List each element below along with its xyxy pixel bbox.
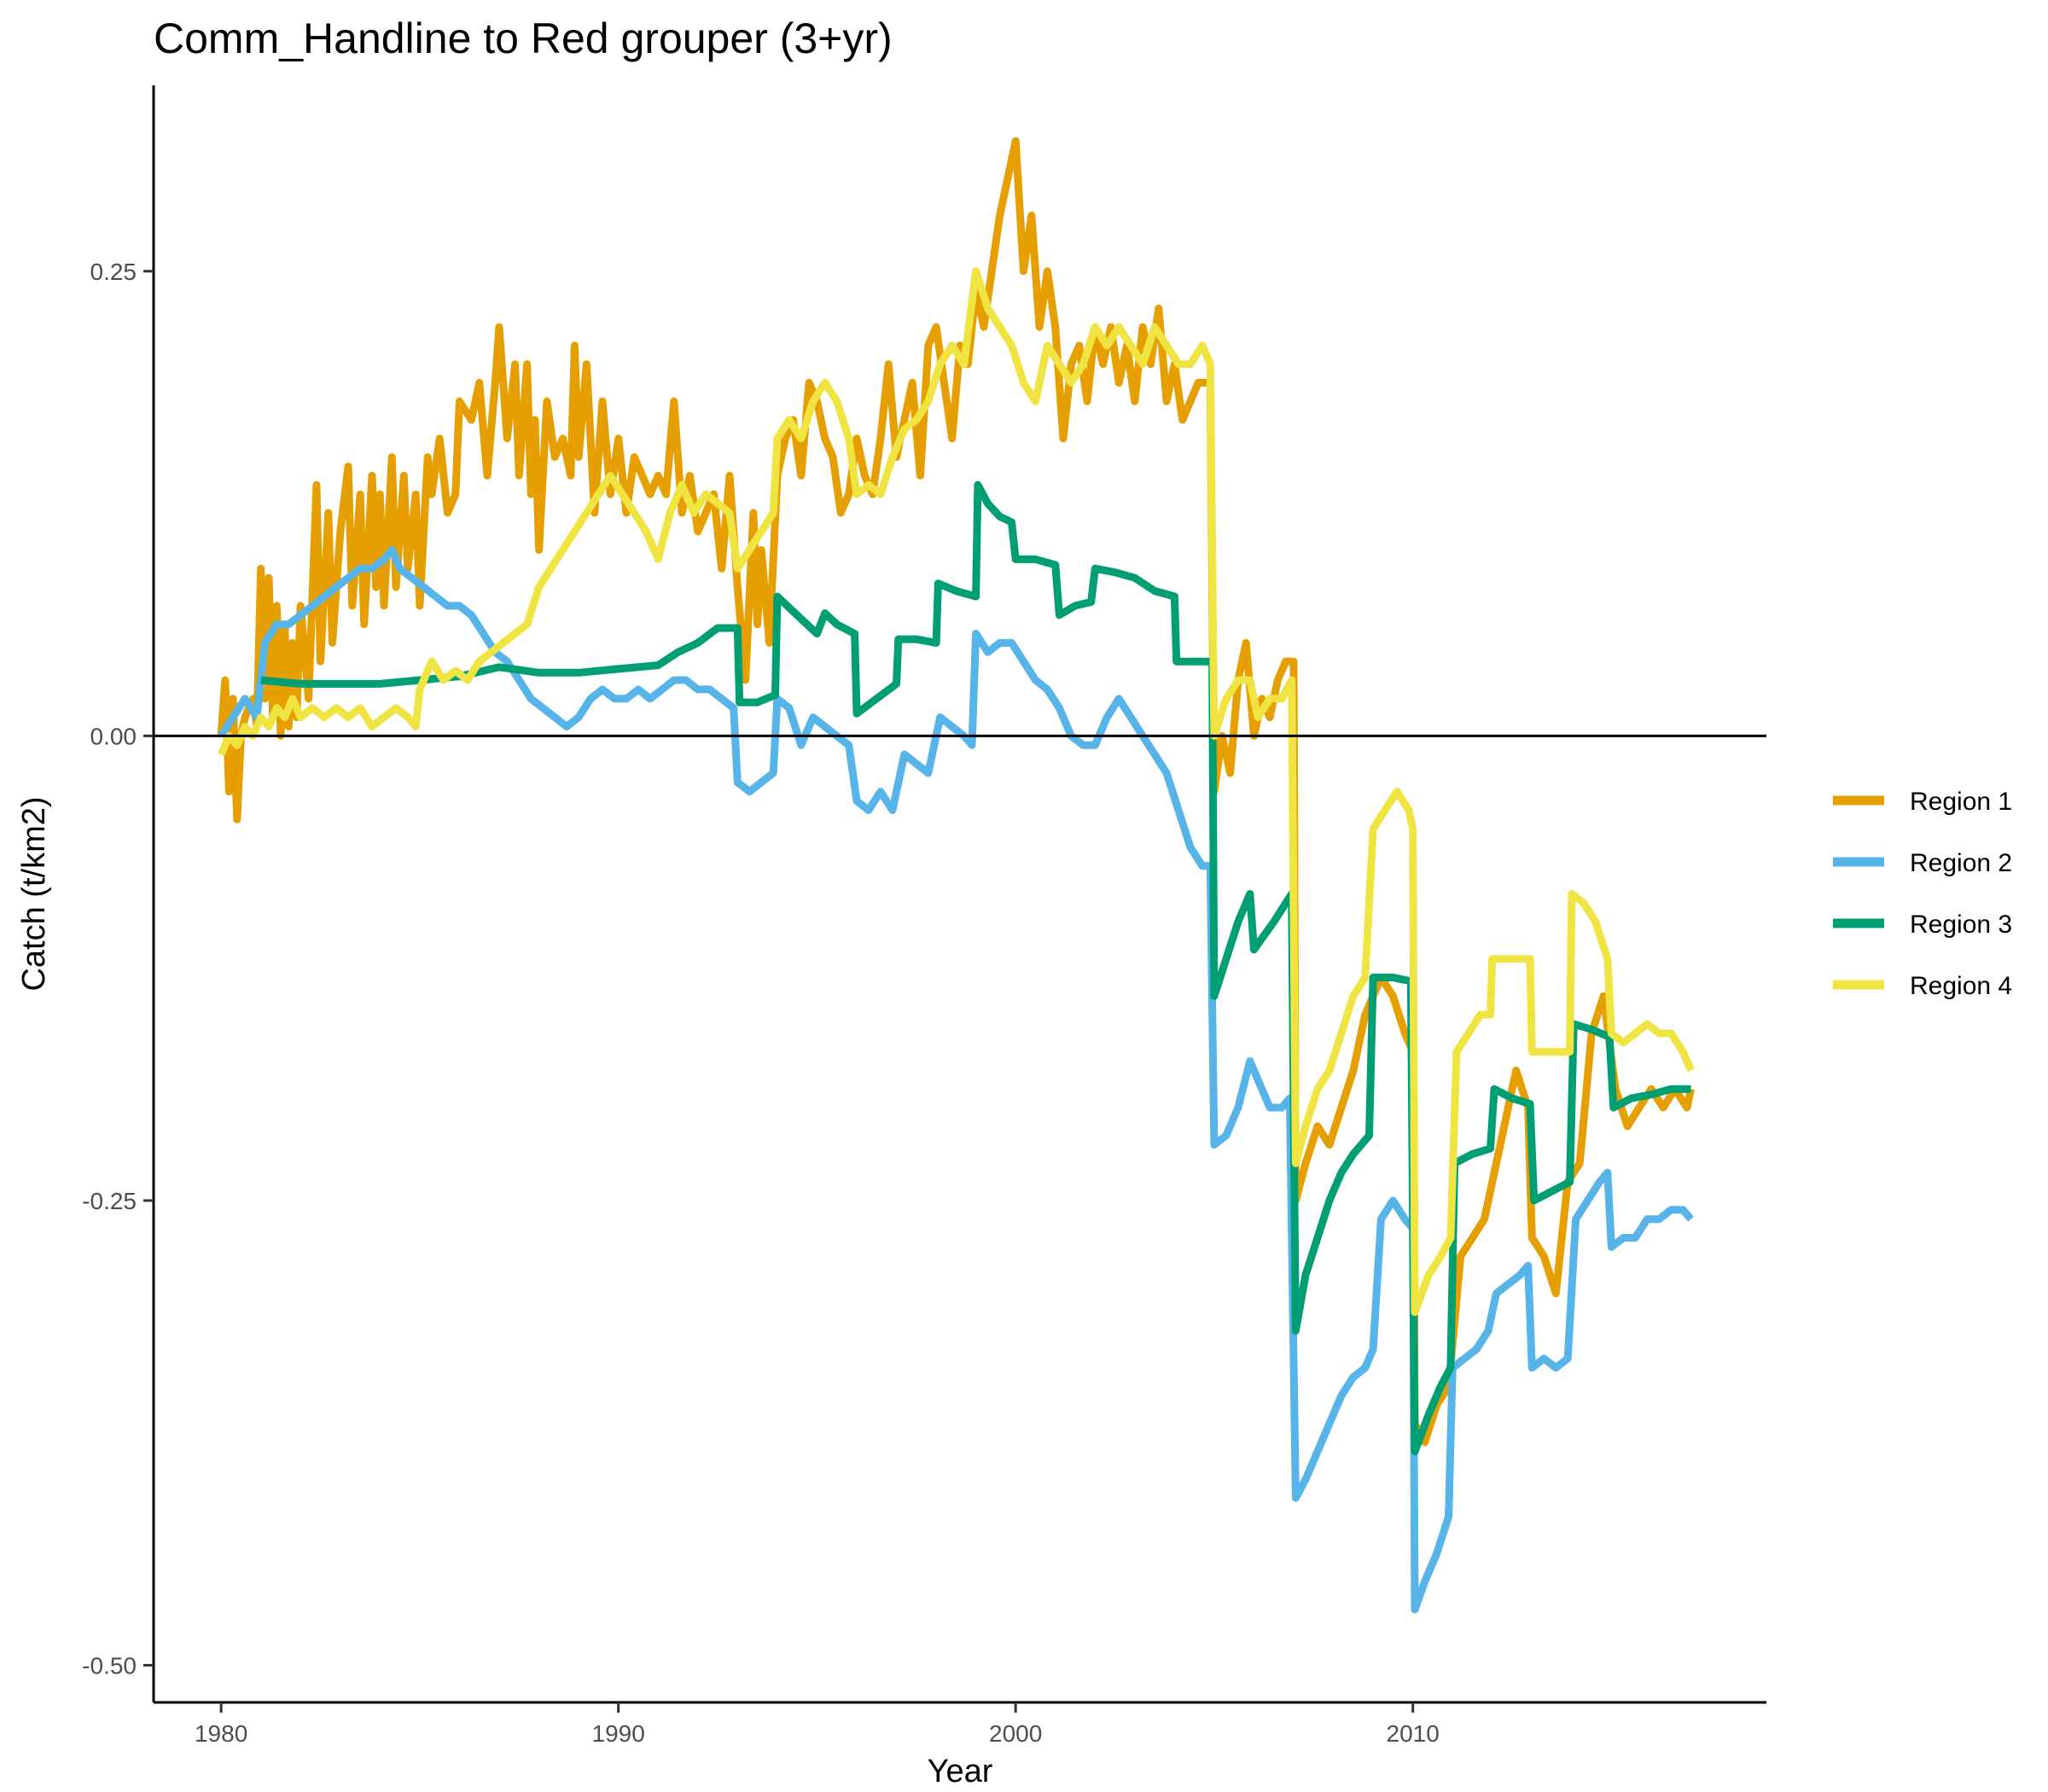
chart-title: Comm_Handline to Red grouper (3+yr) — [154, 15, 893, 62]
legend-label-region-4: Region 4 — [1910, 972, 2012, 1000]
x-axis-title: Year — [928, 1754, 993, 1789]
series-line-region-1 — [217, 137, 1695, 1446]
legend-label-region-1: Region 1 — [1910, 788, 2012, 816]
legend-label-region-3: Region 3 — [1910, 911, 2012, 939]
y-tick-label: -0.50 — [82, 1652, 137, 1679]
x-tick-label: 2000 — [989, 1720, 1042, 1747]
y-axis-title: Catch (t/km2) — [16, 796, 52, 991]
series-layer — [217, 137, 1695, 1614]
series-line-region-2 — [218, 546, 1695, 1614]
x-tick-label: 2010 — [1387, 1720, 1440, 1747]
legend: Region 1 Region 2 Region 3 Region 4 — [1833, 788, 2012, 1000]
x-tick-label: 1980 — [195, 1720, 247, 1747]
y-tick-label: 0.25 — [90, 259, 137, 285]
legend-label-region-2: Region 2 — [1910, 849, 2012, 877]
y-tick-label: -0.25 — [82, 1188, 137, 1214]
series-line-region-3 — [260, 480, 1691, 1456]
series-line-region-4 — [217, 267, 1695, 1317]
axes-layer: 1980 1990 2000 2010 -0.50 -0.25 0.00 0.25 — [82, 85, 1766, 1747]
x-tick-label: 1990 — [592, 1720, 645, 1747]
y-tick-label: 0.00 — [90, 723, 137, 749]
